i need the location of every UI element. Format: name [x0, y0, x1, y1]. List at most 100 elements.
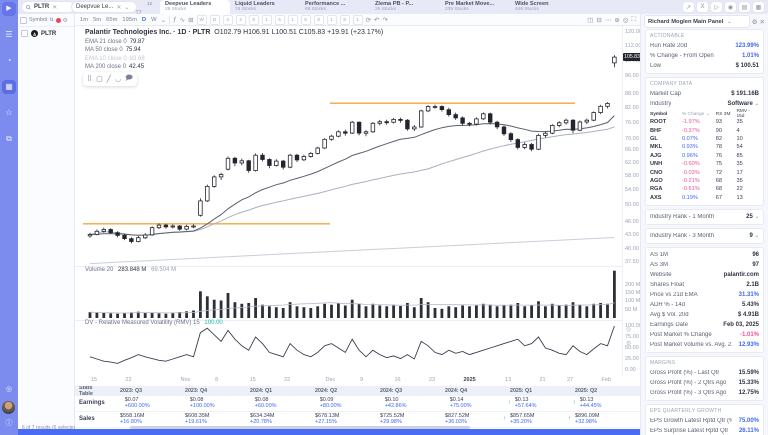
tab-deepvue-leaders[interactable]: Deepvue Leaders 29 Stocks	[160, 0, 230, 14]
copy-icon[interactable]: ⧉	[6, 134, 12, 143]
stats-cell[interactable]: $0.14 +75.00%	[449, 397, 472, 409]
undo-icon[interactable]: ↶	[374, 16, 380, 24]
panel-left-icon[interactable]: ◫	[587, 16, 594, 24]
panel-row[interactable]: Website palantir.com	[650, 271, 759, 278]
stats-cell[interactable]: $558.16M +16.80%	[120, 413, 145, 425]
tab-liquid-leaders[interactable]: Liquid Leaders 76 Stocks	[235, 1, 275, 12]
panel-row[interactable]: EPS Growth Latest Rptd Qtr (%) 75.00%	[650, 417, 759, 424]
logo-icon[interactable]: ▶	[2, 2, 16, 16]
clear-search-icon[interactable]: ✕	[52, 4, 58, 11]
pane-settings-icon[interactable]: ⚙	[626, 341, 632, 347]
panel-row[interactable]: % Change - From Open 1.01%	[650, 53, 759, 59]
stats-cell[interactable]: $0.08 +60.00%	[254, 397, 277, 409]
horizontal-scrollbar[interactable]	[130, 426, 470, 429]
sort-icon[interactable]: ⇅	[49, 17, 54, 23]
stats-cell[interactable]: $0.08 +100.00%	[189, 397, 215, 409]
layout-button-7[interactable]: 5	[274, 14, 285, 25]
peer-row-GL[interactable]: GL 0.07% 82 10	[650, 135, 743, 142]
stats-cell[interactable]: $608.35M +19.61%	[185, 413, 210, 425]
redo-icon[interactable]: ↷	[382, 16, 388, 24]
alert-dot-icon[interactable]	[55, 17, 61, 23]
stats-cell[interactable]: ↑ $896.09M +32.98%	[568, 413, 600, 425]
panel-row[interactable]: Earnings Date Feb 03, 2025	[650, 321, 759, 328]
stats-cell[interactable]: $678.13M +27.15%	[315, 413, 340, 425]
timeframe-D[interactable]: D	[141, 16, 147, 23]
layout-button-10[interactable]: 8	[313, 14, 324, 25]
tab-zlema-pb-p-[interactable]: Zlema PB - P... 26 Stocks	[375, 1, 414, 12]
eye-icon[interactable]: ◎	[5, 386, 13, 393]
fullscreen-icon[interactable]: ⛶	[631, 15, 636, 23]
stats-cell[interactable]: $0.10 +42.86%	[384, 397, 407, 409]
clear-list-icon[interactable]: ✕	[116, 4, 122, 11]
panel-row[interactable]: Shares Float 2.1B	[650, 281, 759, 288]
panel-row[interactable]: Gross Profit (%) - 2 Qtrs Ago 15.33%	[650, 379, 759, 386]
alerts-icon[interactable]: ∿	[179, 16, 186, 24]
indicator-row-1[interactable]: MA 50 close 0 75.94	[85, 47, 141, 54]
stats-cell[interactable]: $0.09 +80.00%	[319, 397, 342, 409]
panel-row[interactable]: Industry Software ⌄	[650, 101, 759, 107]
tab-pre-market-move-[interactable]: Pre Market Move... 239 Stocks	[445, 1, 495, 12]
pane-target-icon[interactable]: ◎	[626, 327, 632, 333]
panel-row[interactable]: Market Cap $ 191.16B	[650, 91, 759, 97]
panel-row[interactable]: Price vs 21d EMA 31.31%	[650, 291, 759, 298]
user-icon[interactable]: ◉	[725, 2, 736, 12]
share-icon[interactable]: ↗	[683, 2, 694, 12]
indicators-icon[interactable]: ƒ	[173, 16, 177, 23]
panel-row[interactable]: Low $ 100.51	[650, 63, 759, 69]
peer-row-CNO[interactable]: CNO -0.03% 72 17	[650, 169, 743, 176]
layout-grid-icon[interactable]: ▦	[753, 2, 764, 12]
watchlist-row-PLTR[interactable]: ◮ PLTR	[18, 27, 74, 40]
video-icon[interactable]: ▷	[711, 2, 722, 12]
refresh-icon[interactable]: ⟳	[365, 16, 372, 24]
panel-settings-icon[interactable]: ⚙	[751, 18, 758, 26]
layout-button-9[interactable]: 5	[300, 14, 311, 25]
panel-row[interactable]: Run Rate 20d 123.99%	[650, 43, 759, 49]
panel-bottom-icon[interactable]: ⊟	[596, 16, 602, 24]
panel-row[interactable]: Gross Profit (%) - Last Qtr 15.59%	[650, 369, 759, 376]
star-icon[interactable]: ☆	[5, 108, 13, 117]
list-icon[interactable]: ☰	[5, 30, 13, 39]
timeframe-5m[interactable]: 5m	[93, 16, 102, 23]
panel-row[interactable]: Gross Profit (%) - 3 Qtrs Ago 12.75%	[650, 389, 759, 396]
select-all-checkbox[interactable]	[20, 16, 27, 24]
stats-cell[interactable]: $634.34M +20.78%	[250, 413, 275, 425]
tab-wide-screen[interactable]: Wide Screen 446 Stocks	[515, 1, 549, 12]
stats-cell[interactable]: $725.52M +29.98%	[380, 413, 405, 425]
screens-icon[interactable]: ▦	[2, 80, 16, 94]
layout-button-1[interactable]: W	[196, 14, 207, 25]
indicator-row-0[interactable]: EMA 21 close 0 79.87	[85, 38, 145, 45]
search-input[interactable]: PLTR	[34, 4, 50, 10]
layout-single-icon[interactable]: ▤	[739, 2, 750, 12]
panel-row[interactable]: Avg $ Vol. 20d $ 4.91B	[650, 311, 759, 318]
tab-performance-[interactable]: Performance ... 88 Stocks	[305, 1, 346, 12]
peer-row-AJG[interactable]: AJG 0.96% 76 85	[650, 152, 743, 159]
panel-row[interactable]: Industry Rank - 3 Month 9 ⌄	[650, 232, 759, 239]
more-icon[interactable]: ⋯	[604, 16, 612, 24]
list-dropdown[interactable]: Deepvue Le... ✕ ⌄	[72, 2, 136, 12]
zoom-icon[interactable]: ⊕	[614, 16, 620, 24]
symbol-search[interactable]: PLTR ✕	[22, 2, 74, 12]
layout-button-2[interactable]: D	[209, 14, 220, 25]
panel-row[interactable]: ADR % - 14d 5.43%	[650, 301, 759, 308]
layout-button-3[interactable]: 4	[222, 14, 233, 25]
chart-area[interactable]: Palantir Technologies Inc. · 1D · PLTR O…	[75, 26, 640, 386]
stats-cell[interactable]: ↑ $857.65M +35.20%	[503, 413, 535, 425]
pie-icon[interactable]: ◔	[6, 56, 12, 65]
filter-button[interactable]: ▽ 12	[136, 1, 152, 17]
peer-row-AGO[interactable]: AGO -0.21% 68 35	[650, 177, 743, 184]
layout-button-12[interactable]: 8	[339, 14, 350, 25]
callout-tool-icon[interactable]: 🗩	[125, 74, 133, 82]
user-avatar[interactable]	[2, 401, 16, 415]
peer-row-UNH[interactable]: UNH -0.60% 75 35	[650, 161, 743, 168]
grid-layout-icon[interactable]: ⊞	[188, 16, 194, 24]
timeframe-195m[interactable]: 195m	[122, 16, 137, 23]
indicator-row-2[interactable]: EMA 10 close 0 83.68	[85, 55, 145, 62]
panel-row[interactable]: Industry Rank - 1 Month 25 ⌄	[650, 213, 759, 220]
magnet-tool-icon[interactable]: ◡	[114, 76, 122, 83]
panel-row[interactable]: AS 3M 97	[650, 261, 759, 268]
peer-row-MKL[interactable]: MKL 0.93% 78 54	[650, 144, 743, 151]
info-icon[interactable]: ⓘ	[5, 420, 13, 427]
panel-row[interactable]: Post Market % Change -1.01%	[650, 331, 759, 338]
x-icon[interactable]: X	[697, 2, 708, 12]
trendline-tool-icon[interactable]: ╱	[106, 76, 111, 83]
